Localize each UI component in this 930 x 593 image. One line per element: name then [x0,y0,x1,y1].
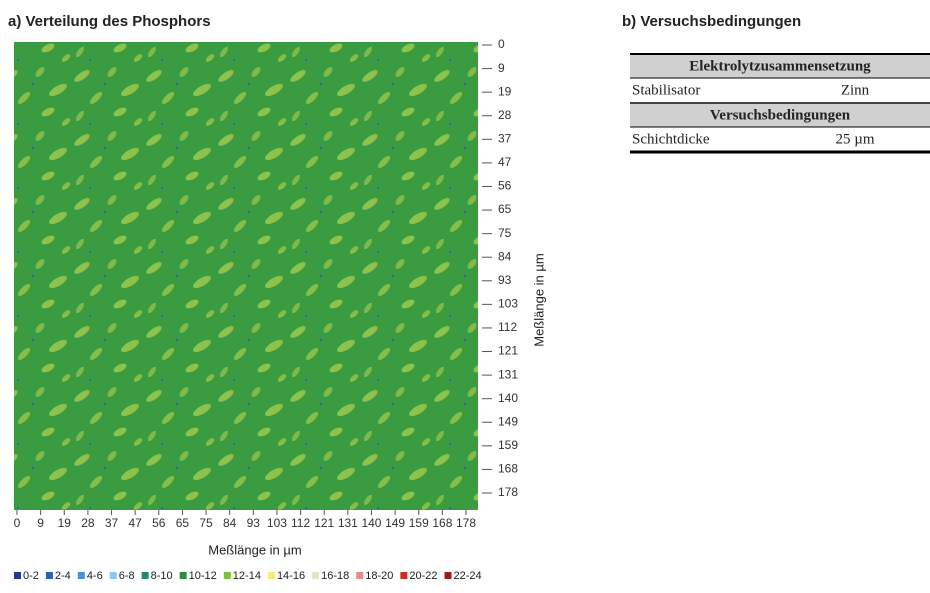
y-tick-label: 159 [498,438,518,452]
x-tick-label: 84 [223,516,237,530]
y-tick-label: 168 [498,462,518,476]
y-tick-label: 84 [498,249,512,263]
legend-swatch [77,572,85,579]
legend-label: 4-6 [87,570,103,582]
x-tick-label: 112 [291,516,310,530]
legend-swatch [356,572,364,579]
y-tick-label: 149 [498,414,518,428]
x-tick-label: 140 [361,516,381,530]
legend-label: 22-24 [454,570,482,582]
y-tick-label: 0 [498,37,505,51]
row-value: Zinn [841,82,870,98]
legend-label: 2-4 [55,570,71,582]
legend-swatch [14,572,21,579]
legend-swatch [141,572,149,579]
row-label: Schichtdicke [632,131,710,147]
legend-label: 12-14 [233,570,261,582]
x-tick-label: 28 [81,516,95,530]
y-tick-label: 75 [498,226,512,240]
x-tick-label: 168 [432,516,452,530]
x-tick-label: 0 [14,516,21,530]
y-tick-label: 140 [498,391,518,405]
y-tick-label: 93 [498,273,512,287]
y-tick-label: 112 [498,320,517,334]
x-tick-label: 65 [176,516,190,530]
legend-swatch [267,572,275,579]
y-tick-label: 9 [498,61,505,75]
y-tick-label: 28 [498,108,512,122]
legend-label: 8-10 [151,570,173,582]
y-tick-label: 37 [498,131,512,145]
x-tick-label: 56 [152,516,166,530]
x-tick-label: 159 [409,516,429,530]
x-tick-label: 19 [58,516,72,530]
legend-label: 18-20 [365,570,393,582]
legend-swatch [223,572,231,579]
conditions-table: Elektrolytzusammensetzung Stabilisator Zin… [630,53,930,154]
section-header: Versuchsbedingungen [710,107,851,123]
legend-label: 0-2 [23,570,39,582]
section-header-bg [630,104,930,127]
y-tick-label: 65 [498,202,512,216]
panel-b-title: b) Versuchsbedingungen [622,13,801,30]
x-tick-label: 37 [105,516,119,530]
legend-label: 10-12 [189,570,217,582]
section-header: Elektrolytzusammensetzung [689,58,871,74]
x-tick-label: 131 [338,516,358,530]
y-tick-label: 103 [498,297,518,311]
x-axis-label: Meßlänge in µm [208,542,301,557]
x-tick-label: 121 [314,516,334,530]
x-tick-label: 47 [128,516,142,530]
y-axis-label: Meßlänge in µm [531,253,546,346]
panel-a-title: a) Verteilung des Phosphors [8,13,211,30]
section-header-bg [630,55,930,78]
legend: 0-2 2-4 4-6 6-8 8-10 10-12 12-14 14-16 16-18 18-2… [14,570,482,582]
x-tick-label: 149 [385,516,405,530]
legend-label: 16-18 [321,570,349,582]
y-tick-label: 121 [498,344,518,358]
row-value: 25 µm [835,131,874,147]
x-tick-label: 93 [247,516,261,530]
x-tick-label: 75 [199,516,213,530]
x-tick-label: 178 [456,516,476,530]
y-tick-label: 47 [498,155,512,169]
legend-swatch [400,572,408,579]
y-tick-label: 178 [498,485,518,499]
x-tick-label: 103 [267,516,287,530]
legend-swatch [312,572,320,579]
legend-swatch [109,572,117,579]
y-tick-label: 131 [498,367,518,381]
x-tick-label: 9 [37,516,44,530]
legend-label: 14-16 [277,570,305,582]
row-label: Stabilisator [632,82,700,98]
y-tick-label: 56 [498,179,512,193]
y-tick-label: 19 [498,84,512,98]
legend-swatch [179,572,187,579]
legend-swatch [444,572,452,579]
phosphor-map [14,42,478,510]
legend-label: 20-22 [409,570,437,582]
legend-label: 6-8 [119,570,135,582]
legend-swatch [45,572,53,579]
